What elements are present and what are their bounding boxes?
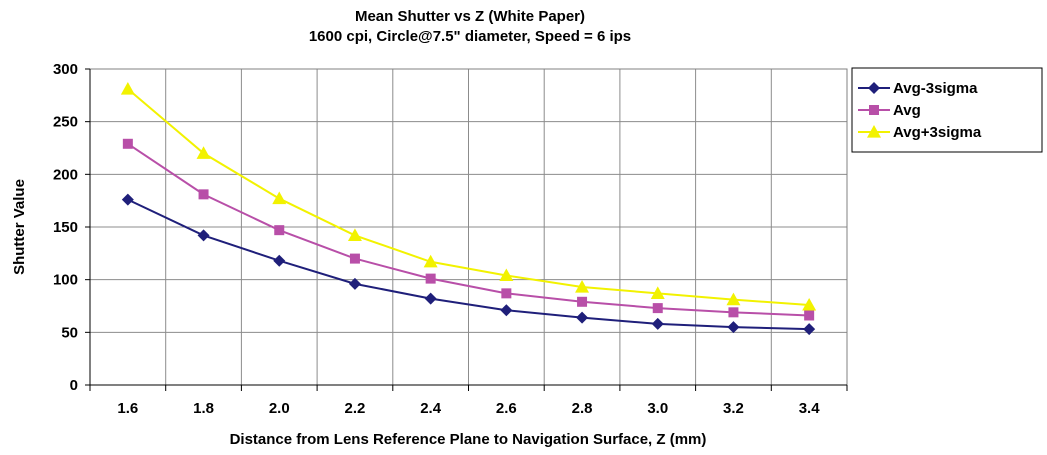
chart-title: Mean Shutter vs Z (White Paper)	[355, 8, 585, 25]
y-tick-label: 250	[53, 114, 78, 131]
y-tick-label: 300	[53, 61, 78, 78]
data-point	[349, 253, 360, 264]
chart-subtitle: 1600 cpi, Circle@7.5" diameter, Speed = …	[309, 28, 631, 45]
data-point	[274, 225, 285, 236]
x-tick-label: 2.8	[572, 400, 593, 417]
data-point	[423, 254, 438, 268]
x-tick-label: 2.6	[496, 400, 517, 417]
data-point	[726, 292, 741, 306]
data-point	[803, 323, 816, 336]
x-tick-label: 1.8	[193, 400, 214, 417]
legend-label: Avg+3sigma	[893, 124, 982, 141]
series-line	[127, 198, 810, 331]
series-group	[120, 82, 817, 336]
gridlines	[90, 68, 847, 386]
data-point	[728, 307, 739, 318]
x-tick-label: 2.0	[269, 400, 290, 417]
x-tick-label: 3.2	[723, 400, 744, 417]
series-line	[127, 88, 810, 306]
legend-label: Avg	[893, 102, 921, 119]
x-tick-label: 2.2	[345, 400, 366, 417]
data-point	[802, 297, 817, 311]
legend-marker	[868, 82, 880, 94]
data-point	[650, 286, 665, 299]
data-point	[577, 296, 588, 307]
x-axis-label: Distance from Lens Reference Plane to Na…	[230, 431, 707, 448]
data-point	[500, 304, 513, 317]
data-point	[651, 317, 664, 330]
data-point	[122, 138, 133, 149]
series-avg-3sigma	[121, 193, 816, 336]
data-point	[499, 268, 514, 282]
data-point	[121, 193, 134, 206]
data-point	[424, 292, 437, 305]
series-avg-3sigma	[120, 82, 817, 311]
data-point	[501, 288, 512, 299]
data-point	[120, 82, 135, 95]
data-point	[652, 303, 663, 314]
legend-marker	[867, 125, 881, 138]
data-point	[347, 228, 362, 242]
data-point	[273, 254, 286, 267]
y-axis: 0 50 100 150 200 250 300	[53, 61, 91, 394]
data-point	[425, 273, 436, 284]
data-point	[804, 310, 815, 321]
legend: Avg-3sigma Avg Avg+3sigma	[851, 67, 1043, 153]
y-tick-label: 50	[61, 324, 78, 341]
y-tick-label: 200	[53, 166, 78, 183]
data-point	[575, 280, 590, 293]
x-tick-label: 2.4	[420, 400, 442, 417]
y-tick-label: 0	[70, 377, 78, 394]
legend-marker	[869, 105, 879, 115]
legend-label: Avg-3sigma	[893, 80, 978, 97]
data-point	[197, 229, 210, 242]
series-line	[127, 142, 810, 317]
y-axis-label: Shutter Value	[11, 179, 28, 275]
data-point	[576, 311, 589, 324]
y-tick-label: 150	[53, 219, 78, 236]
data-point	[348, 277, 361, 290]
data-point	[272, 191, 287, 205]
data-point	[727, 321, 740, 334]
y-tick-label: 100	[53, 272, 78, 289]
x-tick-label: 3.0	[647, 400, 668, 417]
data-point	[198, 189, 209, 200]
x-axis: 1.6 1.8 2.0 2.2 2.4 2.6 2.8 3.0 3.2 3.4	[89, 384, 848, 417]
series-avg	[122, 138, 815, 321]
x-tick-label: 3.4	[799, 400, 821, 417]
data-point	[196, 146, 211, 159]
x-tick-label: 1.6	[117, 400, 138, 417]
